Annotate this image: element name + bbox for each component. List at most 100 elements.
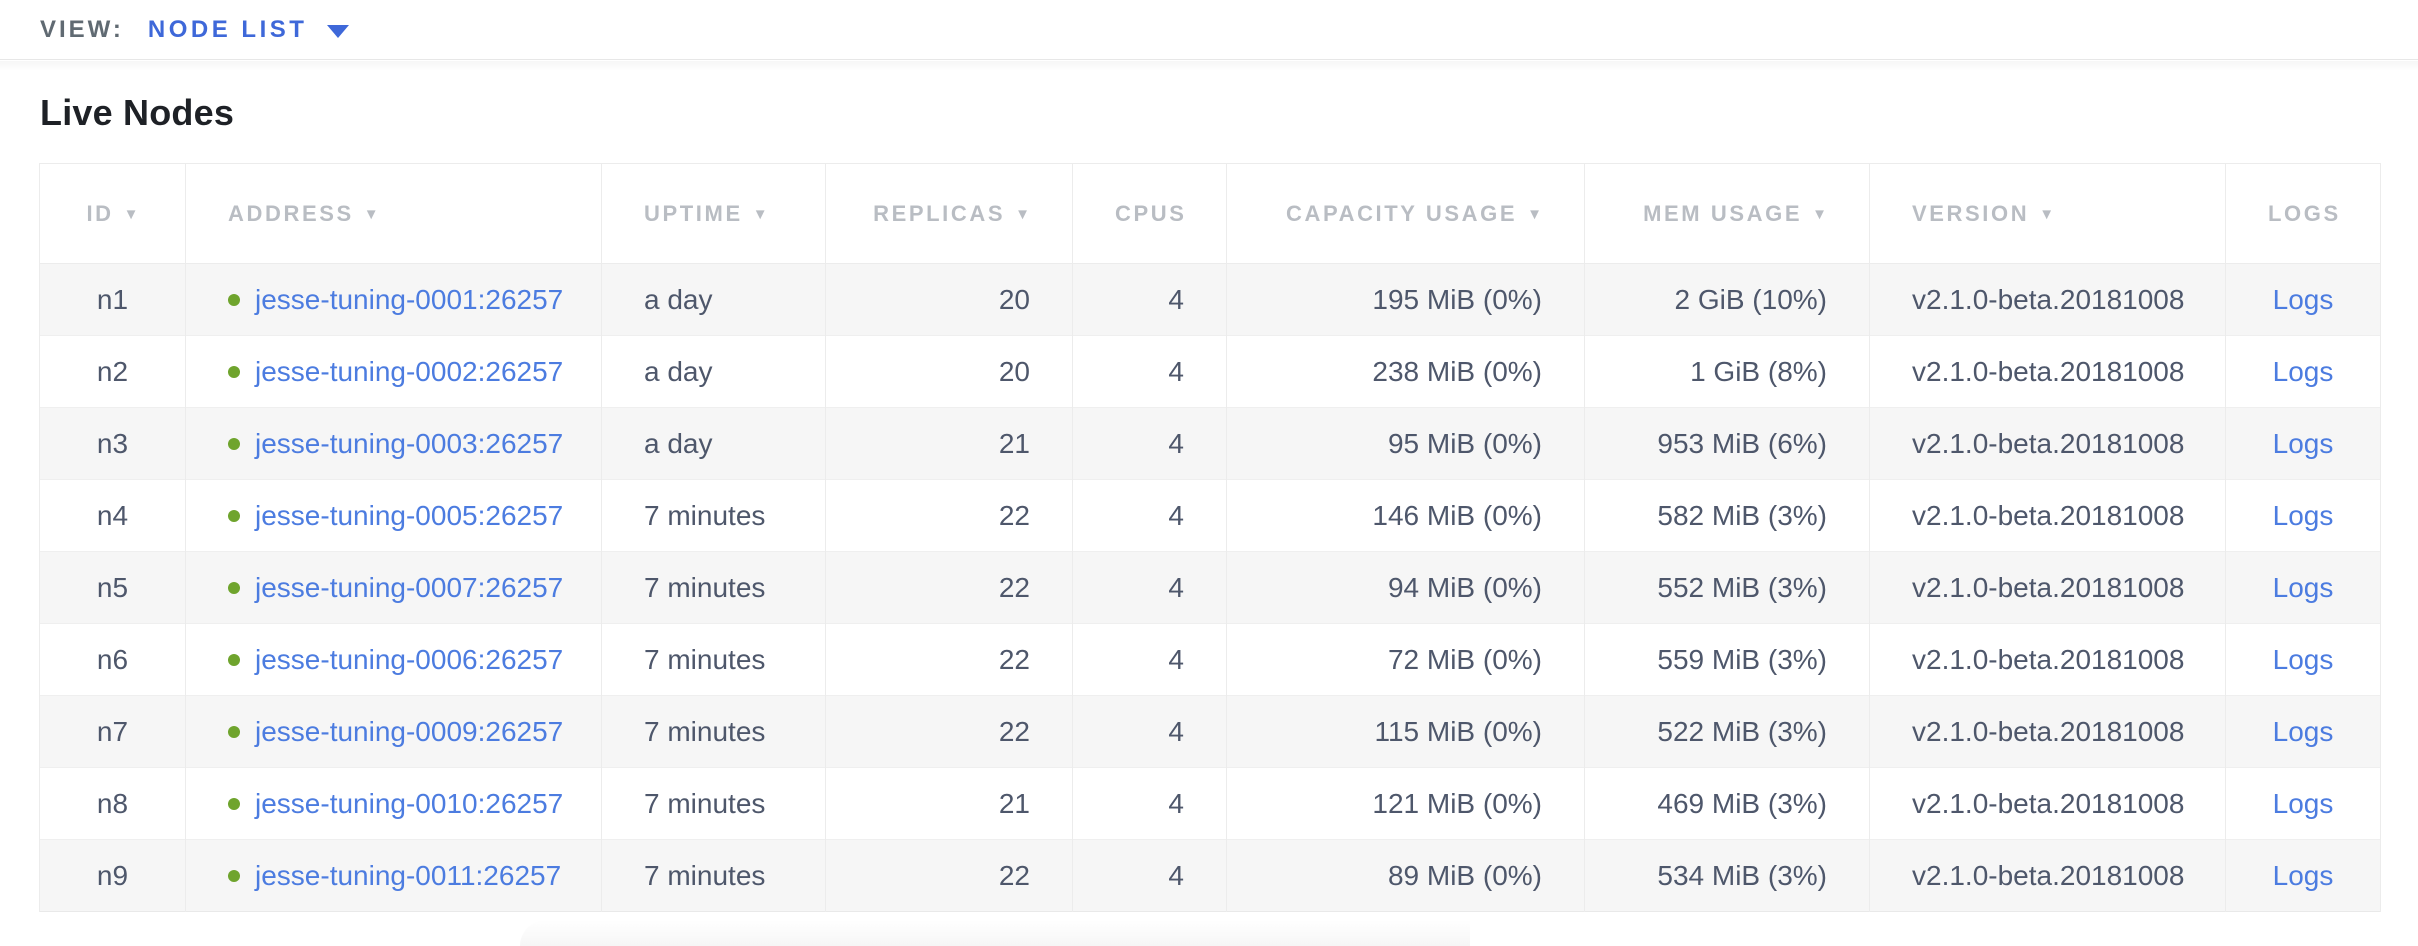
address-cell: jesse-tuning-0006:26257 xyxy=(228,644,563,676)
cell-logs: Logs xyxy=(2225,263,2381,336)
node-row-n2: n2 jesse-tuning-0002:26257 a day 20 4 238 MiB… xyxy=(39,335,2381,408)
node-address-link[interactable]: jesse-tuning-0006:26257 xyxy=(255,643,564,675)
view-bar: VIEW: NODE LIST xyxy=(0,0,2418,60)
cell-address: jesse-tuning-0003:26257 xyxy=(185,407,602,480)
address-cell: jesse-tuning-0003:26257 xyxy=(228,428,563,460)
column-header-label: CAPACITY USAGE xyxy=(1285,200,1518,226)
cell-logs: Logs xyxy=(2225,623,2381,696)
node-address-link[interactable]: jesse-tuning-0001:26257 xyxy=(255,283,564,315)
logs-link[interactable]: Logs xyxy=(2272,355,2334,387)
cell-id: n5 xyxy=(39,551,186,624)
cell-cpus: 4 xyxy=(1072,407,1227,480)
logs-link[interactable]: Logs xyxy=(2272,787,2334,819)
node-row-n3: n3 jesse-tuning-0003:26257 a day 21 4 95 MiB … xyxy=(39,407,2381,480)
cell-uptime: 7 minutes xyxy=(601,623,826,696)
cell-id: n4 xyxy=(39,479,186,552)
logs-link[interactable]: Logs xyxy=(2272,859,2334,891)
cell-logs: Logs xyxy=(2225,695,2381,768)
node-row-n8: n8 jesse-tuning-0010:26257 7 minutes 21 4 121… xyxy=(39,767,2381,840)
cell-capacity: 195 MiB (0%) xyxy=(1226,263,1585,336)
node-address-link[interactable]: jesse-tuning-0002:26257 xyxy=(255,355,564,387)
cell-version: v2.1.0-beta.20181008 xyxy=(1869,623,2226,696)
live-nodes-table: ID ▼ ADDRESS ▼ UPTIME ▼ REPLICAS ▼ CPUS CAPACITY … xyxy=(39,163,2381,912)
node-address-link[interactable]: jesse-tuning-0011:26257 xyxy=(255,859,562,891)
sort-desc-icon: ▼ xyxy=(1527,205,1542,223)
cell-capacity: 115 MiB (0%) xyxy=(1226,695,1585,768)
cell-address: jesse-tuning-0007:26257 xyxy=(185,551,602,624)
cell-mem: 552 MiB (3%) xyxy=(1584,551,1870,624)
cell-replicas: 22 xyxy=(825,839,1073,912)
cell-version: v2.1.0-beta.20181008 xyxy=(1869,335,2226,408)
cell-mem: 1 GiB (8%) xyxy=(1584,335,1870,408)
sort-desc-icon: ▼ xyxy=(363,205,379,223)
column-header-capacity[interactable]: CAPACITY USAGE ▼ xyxy=(1226,163,1585,264)
logs-link[interactable]: Logs xyxy=(2272,283,2334,315)
column-header-cpus: CPUS xyxy=(1072,163,1227,264)
node-address-link[interactable]: jesse-tuning-0003:26257 xyxy=(255,427,564,459)
logs-link[interactable]: Logs xyxy=(2272,427,2334,459)
logs-link[interactable]: Logs xyxy=(2272,715,2334,747)
cell-version: v2.1.0-beta.20181008 xyxy=(1869,839,2226,912)
live-status-dot xyxy=(228,581,240,594)
page-bottom-shadow xyxy=(520,920,1470,946)
column-header-mem[interactable]: MEM USAGE ▼ xyxy=(1584,163,1870,264)
node-row-n9: n9 jesse-tuning-0011:26257 7 minutes 22 4 89 … xyxy=(39,839,2381,912)
cell-logs: Logs xyxy=(2225,479,2381,552)
cell-address: jesse-tuning-0010:26257 xyxy=(185,767,602,840)
cell-uptime: a day xyxy=(601,263,826,336)
address-cell: jesse-tuning-0009:26257 xyxy=(228,716,563,748)
cell-version: v2.1.0-beta.20181008 xyxy=(1869,479,2226,552)
node-address-link[interactable]: jesse-tuning-0009:26257 xyxy=(255,715,564,747)
address-cell: jesse-tuning-0007:26257 xyxy=(228,572,563,604)
node-address-link[interactable]: jesse-tuning-0010:26257 xyxy=(255,787,564,819)
cell-id: n9 xyxy=(39,839,186,912)
column-header-uptime[interactable]: UPTIME ▼ xyxy=(601,163,826,264)
view-bar-shadow xyxy=(0,61,2418,71)
cell-address: jesse-tuning-0002:26257 xyxy=(185,335,602,408)
cell-mem: 559 MiB (3%) xyxy=(1584,623,1870,696)
logs-link[interactable]: Logs xyxy=(2272,499,2334,531)
logs-link[interactable]: Logs xyxy=(2272,643,2334,675)
column-header-label: UPTIME xyxy=(644,200,743,226)
cell-mem: 534 MiB (3%) xyxy=(1584,839,1870,912)
cell-cpus: 4 xyxy=(1072,263,1227,336)
column-header-label: REPLICAS xyxy=(873,200,1006,226)
column-header-logs: LOGS xyxy=(2225,163,2381,264)
live-status-dot xyxy=(228,869,240,882)
cell-version: v2.1.0-beta.20181008 xyxy=(1869,767,2226,840)
cell-replicas: 21 xyxy=(825,767,1073,840)
cell-version: v2.1.0-beta.20181008 xyxy=(1869,551,2226,624)
column-header-label: ID xyxy=(86,200,114,226)
cell-capacity: 95 MiB (0%) xyxy=(1226,407,1585,480)
cell-uptime: 7 minutes xyxy=(601,479,826,552)
table-body: n1 jesse-tuning-0001:26257 a day 20 4 195 MiB… xyxy=(39,263,2381,912)
cell-capacity: 146 MiB (0%) xyxy=(1226,479,1585,552)
cell-logs: Logs xyxy=(2225,335,2381,408)
column-header-label: CPUS xyxy=(1115,200,1187,226)
page-title: Live Nodes xyxy=(40,92,235,133)
column-header-replicas[interactable]: REPLICAS ▼ xyxy=(825,163,1073,264)
cell-version: v2.1.0-beta.20181008 xyxy=(1869,407,2226,480)
view-selector-dropdown[interactable]: NODE LIST xyxy=(148,16,350,44)
cell-id: n8 xyxy=(39,767,186,840)
node-row-n4: n4 jesse-tuning-0005:26257 7 minutes 22 4 146… xyxy=(39,479,2381,552)
cell-version: v2.1.0-beta.20181008 xyxy=(1869,695,2226,768)
column-header-id[interactable]: ID ▼ xyxy=(39,163,186,264)
logs-link[interactable]: Logs xyxy=(2272,571,2334,603)
cell-mem: 2 GiB (10%) xyxy=(1584,263,1870,336)
node-address-link[interactable]: jesse-tuning-0005:26257 xyxy=(255,499,564,531)
cell-version: v2.1.0-beta.20181008 xyxy=(1869,263,2226,336)
node-address-link[interactable]: jesse-tuning-0007:26257 xyxy=(255,571,564,603)
column-header-address[interactable]: ADDRESS ▼ xyxy=(185,163,602,264)
cell-address: jesse-tuning-0005:26257 xyxy=(185,479,602,552)
sort-desc-icon: ▼ xyxy=(1812,205,1827,223)
column-header-label: ADDRESS xyxy=(228,200,354,226)
live-status-dot xyxy=(228,293,240,306)
cell-capacity: 72 MiB (0%) xyxy=(1226,623,1585,696)
cell-address: jesse-tuning-0001:26257 xyxy=(185,263,602,336)
cell-replicas: 22 xyxy=(825,623,1073,696)
column-header-version[interactable]: VERSION ▼ xyxy=(1869,163,2226,264)
cell-logs: Logs xyxy=(2225,767,2381,840)
cell-capacity: 121 MiB (0%) xyxy=(1226,767,1585,840)
node-row-n7: n7 jesse-tuning-0009:26257 7 minutes 22 4 115… xyxy=(39,695,2381,768)
